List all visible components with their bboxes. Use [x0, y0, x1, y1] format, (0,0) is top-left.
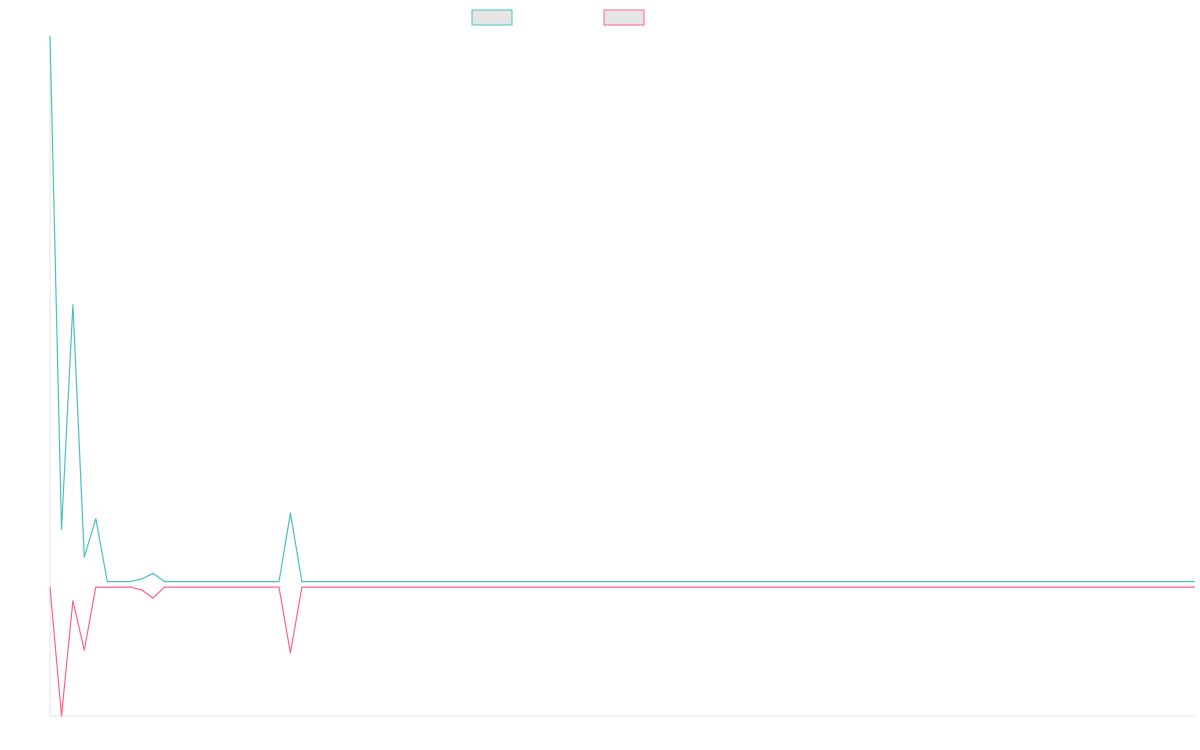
- series-line-1[interactable]: [49, 35, 1195, 583]
- series-line-2[interactable]: [49, 586, 1195, 717]
- legend: [471, 9, 645, 26]
- legend-item-2[interactable]: [603, 9, 645, 26]
- legend-swatch-2[interactable]: [603, 9, 645, 26]
- axes: [49, 36, 1195, 717]
- legend-item-1[interactable]: [471, 9, 513, 26]
- legend-swatch-1[interactable]: [471, 9, 513, 26]
- series-layer: [49, 35, 1195, 717]
